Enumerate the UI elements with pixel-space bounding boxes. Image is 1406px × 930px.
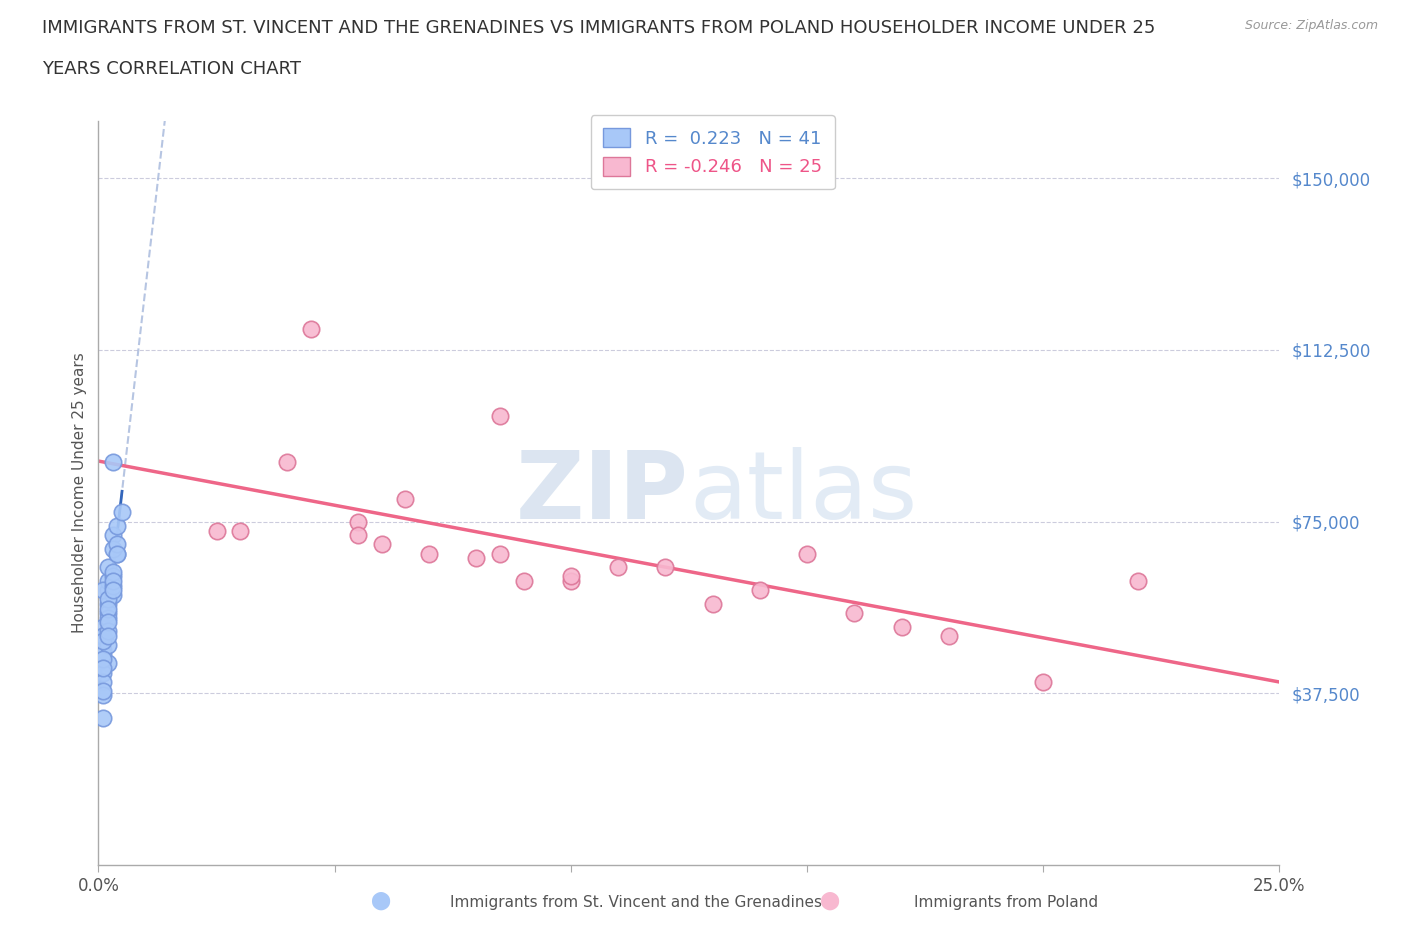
Point	[394, 491, 416, 506]
Point	[101, 565, 124, 579]
Point	[560, 574, 582, 589]
Point	[844, 605, 866, 620]
Point	[91, 684, 114, 698]
Point	[101, 541, 124, 556]
Point	[1032, 674, 1054, 689]
Text: atlas: atlas	[689, 447, 917, 538]
Point	[101, 455, 124, 470]
Point	[229, 524, 252, 538]
Point	[607, 560, 630, 575]
Point	[91, 583, 114, 598]
Point	[560, 569, 582, 584]
Point	[97, 560, 120, 575]
Text: Immigrants from Poland: Immigrants from Poland	[914, 895, 1098, 910]
Point	[101, 578, 124, 593]
Point	[97, 574, 120, 589]
Text: ⬤: ⬤	[820, 891, 839, 910]
Point	[91, 651, 114, 666]
Point	[105, 546, 128, 561]
Point	[91, 660, 114, 675]
Text: YEARS CORRELATION CHART: YEARS CORRELATION CHART	[42, 60, 301, 78]
Point	[97, 601, 120, 616]
Point	[91, 633, 114, 648]
Point	[97, 610, 120, 625]
Point	[91, 711, 114, 725]
Point	[97, 638, 120, 653]
Point	[91, 674, 114, 689]
Point	[276, 455, 298, 470]
Point	[347, 528, 370, 543]
Point	[465, 551, 488, 565]
Point	[101, 569, 124, 584]
Point	[91, 619, 114, 634]
Point	[347, 514, 370, 529]
Point	[105, 546, 128, 561]
Point	[299, 322, 322, 337]
Point	[111, 505, 134, 520]
Point	[512, 574, 534, 589]
Point	[91, 643, 114, 658]
Point	[748, 583, 770, 598]
Point	[654, 560, 676, 575]
Point	[91, 665, 114, 680]
Point	[97, 656, 120, 671]
Text: ⬤: ⬤	[370, 891, 389, 910]
Point	[105, 537, 128, 551]
Point	[91, 629, 114, 644]
Text: IMMIGRANTS FROM ST. VINCENT AND THE GRENADINES VS IMMIGRANTS FROM POLAND HOUSEHO: IMMIGRANTS FROM ST. VINCENT AND THE GREN…	[42, 19, 1156, 36]
Point	[101, 583, 124, 598]
Point	[97, 615, 120, 630]
Point	[91, 629, 114, 644]
Point	[97, 624, 120, 639]
Y-axis label: Householder Income Under 25 years: Householder Income Under 25 years	[72, 352, 87, 633]
Point	[101, 574, 124, 589]
Point	[702, 596, 724, 611]
Point	[938, 629, 960, 644]
Legend: R =  0.223   N = 41, R = -0.246   N = 25: R = 0.223 N = 41, R = -0.246 N = 25	[591, 115, 835, 189]
Point	[418, 546, 440, 561]
Point	[1126, 574, 1149, 589]
Point	[97, 605, 120, 620]
Point	[97, 629, 120, 644]
Point	[97, 583, 120, 598]
Text: Source: ZipAtlas.com: Source: ZipAtlas.com	[1244, 19, 1378, 32]
Point	[489, 546, 512, 561]
Point	[371, 537, 394, 551]
Point	[101, 588, 124, 603]
Point	[97, 596, 120, 611]
Point	[796, 546, 818, 561]
Point	[489, 409, 512, 424]
Text: Immigrants from St. Vincent and the Grenadines: Immigrants from St. Vincent and the Gren…	[450, 895, 823, 910]
Point	[890, 619, 912, 634]
Point	[205, 524, 228, 538]
Point	[101, 528, 124, 543]
Point	[91, 647, 114, 662]
Point	[91, 688, 114, 703]
Point	[105, 519, 128, 534]
Text: ZIP: ZIP	[516, 447, 689, 538]
Point	[97, 591, 120, 606]
